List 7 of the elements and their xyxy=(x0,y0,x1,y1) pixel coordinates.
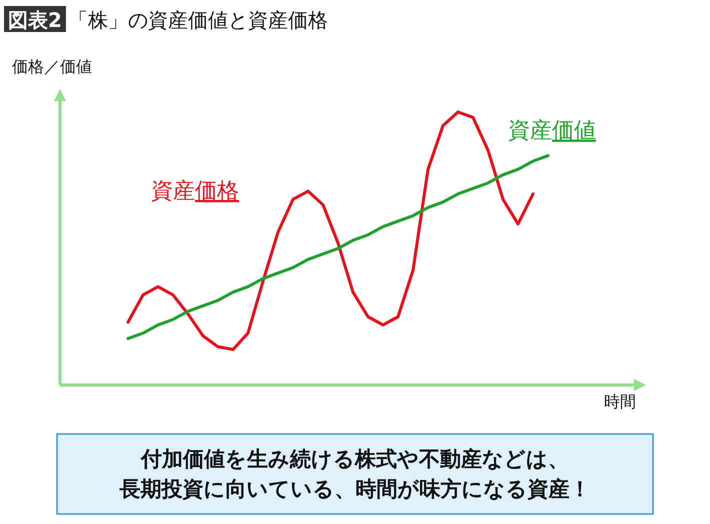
series-label: 資産価値 xyxy=(508,118,596,144)
y-axis-title: 価格／価値 xyxy=(12,57,92,76)
text: 付加価値を生み続ける株式や不動産などは、 xyxy=(140,447,569,471)
text: 長期投資に向いている、時間が味方になる資産！ xyxy=(118,477,590,501)
chart-title: 図表2 「株」の資産価値と資産価格 xyxy=(8,8,328,32)
text: 資産価格 xyxy=(151,179,239,204)
x-axis-title: 時間 xyxy=(604,392,636,411)
